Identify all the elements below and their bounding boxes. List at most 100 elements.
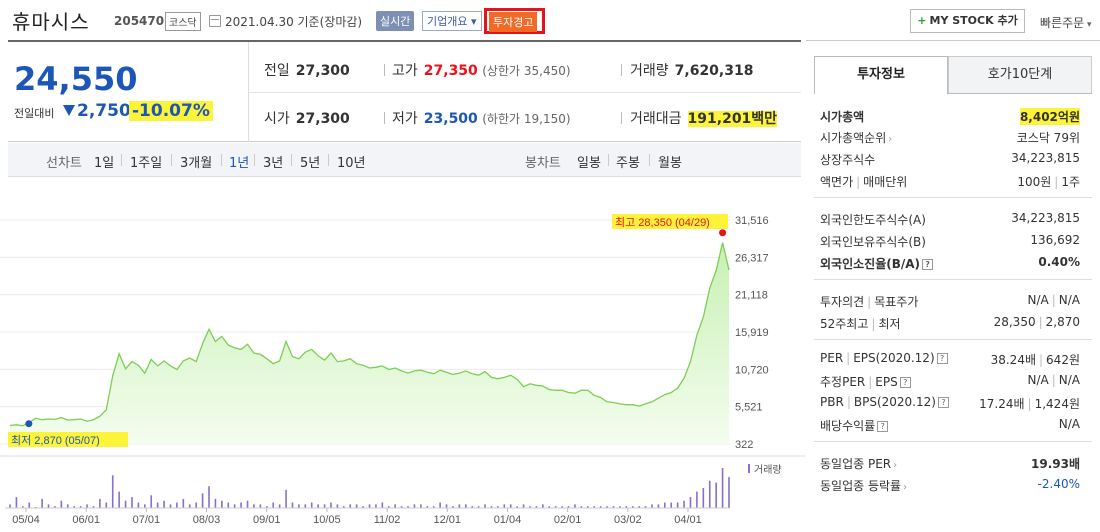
volume-value: 7,620,318	[674, 63, 754, 79]
candle-weekly[interactable]: 주봉	[616, 156, 640, 171]
volume-bar	[452, 506, 454, 508]
volume-bar	[60, 500, 63, 508]
separator	[328, 154, 329, 166]
x-tick-label: 12/01	[434, 514, 462, 526]
foreign-limit-label: 외국인한도주식수(A)	[820, 213, 926, 227]
volume-bar	[92, 506, 95, 508]
period-5y[interactable]: 5년	[300, 156, 321, 171]
industry-per-value: 19.93배	[1031, 457, 1080, 471]
tab-orderbook-10[interactable]: 호가10단계	[948, 56, 1092, 94]
x-tick-label: 11/02	[374, 514, 401, 526]
volume-bar	[586, 506, 589, 508]
volume-bar	[664, 502, 666, 508]
price-summary: 24,550 전일대비 2,750 -10.07% 전일 27,300 고가 27,…	[8, 42, 801, 142]
per-label: PER	[820, 351, 844, 365]
volume-bar	[41, 498, 43, 508]
volume-bar	[163, 500, 165, 508]
per-eps-labels: PER | EPS(2020.12)?	[820, 351, 948, 365]
volume-bar	[22, 506, 24, 508]
industry-rate-value: -2.40%	[1037, 477, 1080, 491]
investment-warning-badge[interactable]: 투자경고	[489, 12, 538, 32]
chevron-right-icon: ›	[888, 134, 893, 145]
industry-rate-link[interactable]: 동일업종 등락률 ›	[820, 477, 907, 494]
volume-bar	[375, 504, 377, 508]
company-overview-button[interactable]: 기업개요 ▾	[422, 11, 482, 31]
period-10y[interactable]: 10년	[337, 156, 366, 171]
x-tick-label: 06/01	[72, 514, 100, 526]
help-icon[interactable]: ?	[937, 397, 949, 408]
separator	[291, 154, 292, 166]
opinion-target-values: N/A | N/A	[1027, 293, 1080, 307]
min-label-highlight	[8, 432, 128, 447]
price-chart[interactable]: 31,516 26,317 21,118 15,919 10,720 5,521 322 최고…	[0, 178, 805, 532]
separator: |	[1051, 373, 1056, 387]
open-price-value: 27,300	[295, 111, 350, 127]
industry-per-link[interactable]: 동일업종 PER ›	[820, 455, 897, 472]
candle-monthly[interactable]: 월봉	[658, 156, 682, 171]
separator: |	[1039, 353, 1044, 367]
x-tick-label: 03/02	[614, 514, 642, 526]
chevron-right-icon: ›	[903, 482, 908, 493]
52week-low-label: 최저	[878, 317, 901, 331]
volume-bar	[310, 502, 313, 508]
dividend-value: N/A	[1058, 417, 1080, 431]
candle-daily[interactable]: 일봉	[577, 156, 601, 171]
volume-bar	[285, 489, 287, 508]
help-icon[interactable]: ?	[899, 377, 911, 388]
separator	[121, 154, 122, 166]
52week-low-value: 2,870	[1045, 315, 1080, 329]
price-chart-area: 31,516 26,317 21,118 15,919 10,720 5,521 322 최고…	[0, 178, 805, 532]
pbr-label: PBR	[820, 395, 844, 409]
tab-investment-info[interactable]: 투자정보	[814, 56, 948, 94]
help-icon[interactable]: ?	[877, 421, 889, 432]
period-1w[interactable]: 1주일	[130, 156, 163, 171]
quick-order-button[interactable]: 빠른주문	[1040, 14, 1092, 31]
volume-bar	[683, 500, 685, 508]
base-date: 2021.04.30 기준(장마감)	[225, 15, 363, 29]
stock-name[interactable]: 휴마시스	[12, 10, 90, 34]
period-1d[interactable]: 1일	[94, 156, 115, 171]
price-change-percent: -10.07%	[129, 101, 213, 121]
est-per-labels: 추정PER | EPS?	[820, 373, 911, 390]
day-high: 고가 27,350 (상한가 35,450)	[392, 60, 571, 80]
volume-bar	[542, 504, 544, 508]
header-divider-right	[806, 40, 1100, 41]
market-cap-rank-label: 시가총액순위	[820, 131, 887, 145]
help-icon[interactable]: ?	[922, 259, 934, 270]
volume-bar	[272, 502, 275, 508]
volume-bar	[265, 506, 268, 508]
volume-bar	[208, 486, 210, 508]
y-tick-label: 31,516	[735, 215, 769, 227]
prev-close-value: 27,300	[295, 63, 350, 79]
add-my-stock-button[interactable]: + MY STOCK 추가	[910, 9, 1025, 33]
trade-amount-label: 거래대금	[630, 111, 682, 127]
volume-bar	[702, 488, 705, 508]
y-tick-label: 15,919	[735, 327, 769, 339]
period-3m[interactable]: 3개월	[180, 156, 213, 171]
volume-bar	[124, 500, 127, 508]
x-tick-label: 01/04	[494, 514, 522, 526]
volume-bar	[721, 468, 724, 508]
volume-bar	[715, 482, 717, 508]
est-eps-value: N/A	[1058, 373, 1080, 387]
period-1y[interactable]: 1년	[229, 156, 250, 171]
tab-underline	[948, 93, 1092, 94]
volume-bar	[477, 506, 480, 508]
separator	[254, 154, 255, 166]
help-icon[interactable]: ?	[936, 353, 948, 364]
candle-chart-label: 봉차트	[525, 156, 561, 171]
upper-limit: (상한가 35,450)	[482, 64, 571, 78]
period-3y[interactable]: 3년	[263, 156, 284, 171]
volume-bar	[73, 506, 75, 508]
separator: |	[856, 175, 861, 189]
volume-bar	[535, 506, 538, 508]
min-point-marker	[25, 420, 33, 428]
y-tick-label: 21,118	[735, 290, 768, 302]
separator: |	[846, 351, 851, 365]
max-price-label: 최고 28,350 (04/29)	[615, 216, 710, 229]
max-point-marker	[719, 229, 727, 237]
market-cap-rank-link[interactable]: 시가총액순위 ›	[820, 129, 892, 146]
volume-bar	[47, 504, 50, 508]
realtime-button[interactable]: 실시간	[376, 11, 415, 31]
warning-highlight-box	[484, 8, 545, 34]
